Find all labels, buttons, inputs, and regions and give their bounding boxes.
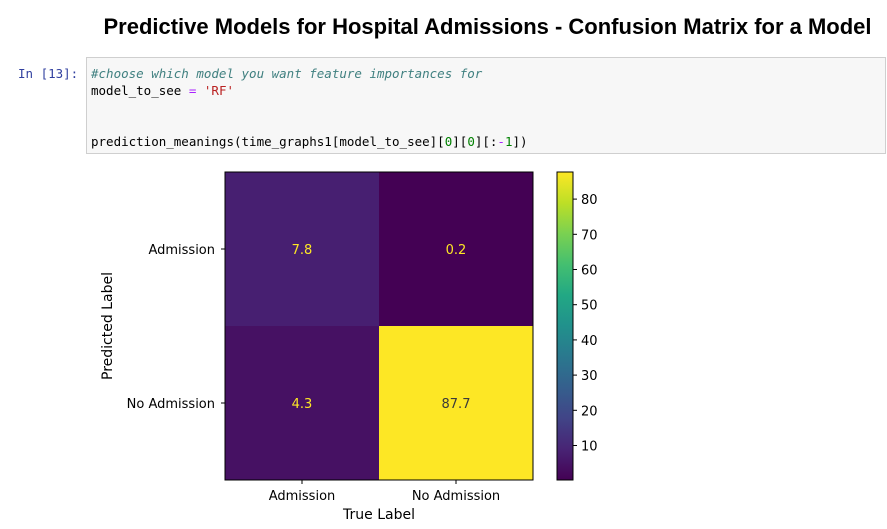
heatmap-cell xyxy=(379,326,533,480)
colorbar-tick-label: 10 xyxy=(581,440,598,455)
cell-value-label: 87.7 xyxy=(442,397,471,412)
colorbar xyxy=(556,171,574,481)
code-var: model_to_see xyxy=(91,83,189,98)
code-call-a: prediction_meanings(time_graphs1[model_t… xyxy=(91,134,445,149)
code-line-assign: model_to_see = 'RF' xyxy=(91,82,885,99)
x-axis: Admission No Admission xyxy=(269,480,500,504)
code-comment: #choose which model you want feature imp… xyxy=(91,66,483,81)
code-string: 'RF' xyxy=(196,83,235,98)
code-cell[interactable]: #choose which model you want feature imp… xyxy=(86,57,886,154)
y-axis-label: Predicted Label xyxy=(100,272,116,380)
heatmap-cell xyxy=(225,172,379,326)
code-call-b: ][ xyxy=(452,134,468,149)
colorbar-tick-label: 40 xyxy=(581,334,598,349)
confusion-matrix-chart: 7.8 0.2 4.3 87.7 Admission No Admission Admi… xyxy=(100,171,598,523)
page-title: Predictive Models for Hospital Admission… xyxy=(103,14,872,39)
colorbar-tick-label: 50 xyxy=(581,299,598,314)
colorbar-tick-label: 20 xyxy=(581,404,598,419)
heatmap-cells xyxy=(225,172,533,480)
x-tick-label: No Admission xyxy=(412,489,500,504)
code-call-c: ][: xyxy=(474,134,498,149)
colorbar-ticks: 10 20 30 40 50 60 70 80 xyxy=(573,193,598,455)
heatmap-cell xyxy=(379,172,533,326)
y-tick-label: No Admission xyxy=(127,397,215,412)
code-num-3: 1 xyxy=(504,134,513,149)
code-line-blank-1 xyxy=(91,99,885,116)
code-operator: = xyxy=(188,83,197,98)
cell-prompt: In [13]: xyxy=(18,66,79,81)
cell-value-label: 0.2 xyxy=(446,243,467,258)
code-line-blank-2 xyxy=(91,116,885,133)
y-axis: Admission No Admission xyxy=(127,243,225,412)
x-tick-label: Admission xyxy=(269,489,336,504)
heatmap-cell xyxy=(225,326,379,480)
colorbar-tick-label: 80 xyxy=(581,193,598,208)
code-line-comment: #choose which model you want feature imp… xyxy=(91,65,885,82)
x-axis-label: True Label xyxy=(342,507,415,523)
code-line-call: prediction_meanings(time_graphs1[model_t… xyxy=(91,133,885,150)
plot-frame xyxy=(224,171,534,481)
code-num-2: 0 xyxy=(467,134,475,149)
y-tick-label: Admission xyxy=(148,243,215,258)
colorbar-tick-label: 70 xyxy=(581,228,598,243)
code-num-1: 0 xyxy=(444,134,453,149)
heatmap-labels: 7.8 0.2 4.3 87.7 xyxy=(292,243,471,412)
colorbar-tick-label: 30 xyxy=(581,369,598,384)
code-call-d: ]) xyxy=(512,134,528,149)
cell-value-label: 7.8 xyxy=(292,243,313,258)
colorbar-tick-label: 60 xyxy=(581,264,598,279)
code-minus: - xyxy=(497,134,505,149)
cell-value-label: 4.3 xyxy=(292,397,313,412)
